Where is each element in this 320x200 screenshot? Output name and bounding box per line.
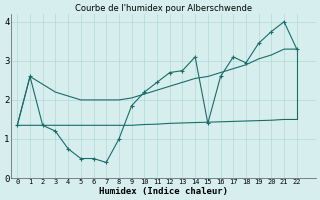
X-axis label: Humidex (Indice chaleur): Humidex (Indice chaleur) [99,187,228,196]
Title: Courbe de l'humidex pour Alberschwende: Courbe de l'humidex pour Alberschwende [75,4,252,13]
